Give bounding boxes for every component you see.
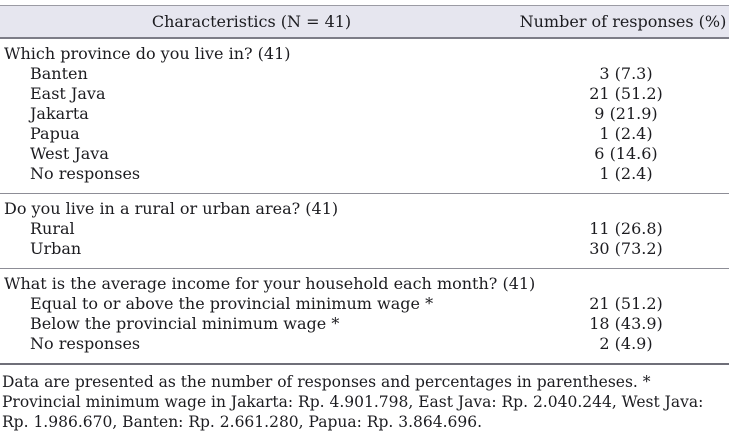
row-label: Urban <box>30 239 82 258</box>
row-value: 30 (73.2) <box>589 239 663 258</box>
table-row: No responses 1 (2.4) <box>0 164 729 184</box>
table-row: Papua 1 (2.4) <box>0 124 729 144</box>
table-header-row: Characteristics (N = 41) Number of respo… <box>0 5 729 39</box>
table-row: No responses 2 (4.9) <box>0 334 729 354</box>
table-body: Which province do you live in? (41) Bant… <box>0 39 729 365</box>
row-label: Jakarta <box>30 104 89 123</box>
table-row: Jakarta 9 (21.9) <box>0 104 729 124</box>
characteristics-table: Characteristics (N = 41) Number of respo… <box>0 5 729 365</box>
row-value: 6 (14.6) <box>594 144 658 163</box>
table-row: East Java 21 (51.2) <box>0 84 729 104</box>
row-value: 9 (21.9) <box>594 104 658 123</box>
row-value: 21 (51.2) <box>589 294 663 313</box>
row-value: 3 (7.3) <box>599 64 653 83</box>
section-question: What is the average income for your hous… <box>4 274 536 293</box>
row-label: Rural <box>30 219 75 238</box>
table-section: Do you live in a rural or urban area? (4… <box>0 194 729 269</box>
row-label: Equal to or above the provincial minimum… <box>30 294 434 313</box>
row-label: East Java <box>30 84 106 103</box>
table-row: Rural 11 (26.8) <box>0 219 729 239</box>
row-value: 2 (4.9) <box>599 334 653 353</box>
row-value: 18 (43.9) <box>589 314 663 333</box>
row-value: 11 (26.8) <box>589 219 663 238</box>
row-value: 21 (51.2) <box>589 84 663 103</box>
table-row: West Java 6 (14.6) <box>0 144 729 164</box>
section-question: Do you live in a rural or urban area? (4… <box>4 199 339 218</box>
header-number-of-responses: Number of responses (%) <box>519 12 727 31</box>
table-section: What is the average income for your hous… <box>0 269 729 365</box>
header-characteristics: Characteristics (N = 41) <box>151 12 352 31</box>
row-label: No responses <box>30 334 141 353</box>
row-value: 1 (2.4) <box>599 164 653 183</box>
row-label: Banten <box>30 64 88 83</box>
table-section: Which province do you live in? (41) Bant… <box>0 39 729 194</box>
row-label: No responses <box>30 164 141 183</box>
row-label: Below the provincial minimum wage * <box>30 314 340 333</box>
row-label: Papua <box>30 124 80 143</box>
table-footnote: Data are presented as the number of resp… <box>2 373 704 431</box>
table-row: Equal to or above the provincial minimum… <box>0 294 729 314</box>
section-question: Which province do you live in? (41) <box>4 44 291 63</box>
table-row: Banten 3 (7.3) <box>0 64 729 84</box>
row-label: West Java <box>30 144 109 163</box>
row-value: 1 (2.4) <box>599 124 653 143</box>
table-row: Below the provincial minimum wage * 18 (… <box>0 314 729 334</box>
table-row: Urban 30 (73.2) <box>0 239 729 259</box>
